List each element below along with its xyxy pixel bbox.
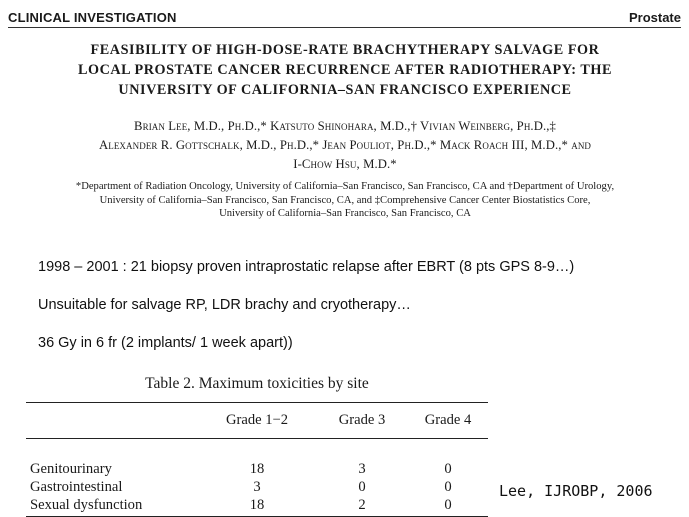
header-cell: Grade 4: [424, 412, 472, 428]
affiliations: *Department of Radiation Oncology, Unive…: [22, 180, 668, 221]
author-line: Alexander R. Gottschalk, M.D., Ph.D.,* J…: [98, 138, 592, 152]
title-line: UNIVERSITY OF CALIFORNIA–SAN FRANCISCO E…: [118, 82, 572, 98]
table-cell: 0: [444, 461, 452, 477]
table-cell: 0: [358, 479, 366, 495]
table-cell: 3: [358, 461, 366, 477]
row-label: Sexual dysfunction: [30, 497, 143, 513]
table-caption: Table 2. Maximum toxicities by site: [145, 375, 369, 392]
table-header-row: Grade 1−2 Grade 3 Grade 4: [26, 403, 488, 438]
header-rule: [8, 27, 681, 28]
affiliation-line: University of California–San Francisco, …: [99, 194, 591, 206]
table-row: Genitourinary 18 3 0: [26, 460, 488, 478]
table-cell: 3: [253, 479, 261, 495]
table-cell: 18: [249, 497, 265, 513]
table-cell: 18: [249, 461, 265, 477]
toxicity-table: Table 2. Maximum toxicities by site Grad…: [26, 375, 488, 517]
table-cell: 0: [444, 479, 452, 495]
table-row: Sexual dysfunction 18 2 0: [26, 496, 488, 514]
title-line: FEASIBILITY OF HIGH-DOSE-RATE BRACHYTHER…: [90, 42, 600, 58]
header-cell: Grade 1−2: [225, 412, 289, 428]
author-list: Brian Lee, M.D., Ph.D.,* Katsuto Shinoha…: [20, 117, 670, 174]
dose-note: 36 Gy in 6 fr (2 implants/ 1 week apart)…: [38, 335, 293, 351]
header-cell: [26, 411, 198, 429]
affiliation-line: University of California–San Francisco, …: [219, 208, 471, 220]
header-cell: Grade 3: [338, 412, 386, 428]
author-line: I-Chow Hsu, M.D.*: [293, 157, 397, 171]
eligibility-note: Unsuitable for salvage RP, LDR brachy an…: [38, 297, 411, 313]
table-header-rule: [26, 438, 488, 439]
paper-title: FEASIBILITY OF HIGH-DOSE-RATE BRACHYTHER…: [20, 40, 670, 100]
row-label: Gastrointestinal: [30, 479, 123, 495]
row-label: Genitourinary: [30, 461, 112, 477]
title-line: LOCAL PROSTATE CANCER RECURRENCE AFTER R…: [77, 62, 612, 78]
table-body: Genitourinary 18 3 0 Gastrointestinal 3 …: [26, 439, 488, 516]
table-top-rule: [26, 402, 488, 403]
affiliation-line: *Department of Radiation Oncology, Unive…: [75, 181, 615, 192]
table-cell: 2: [358, 497, 366, 513]
topic-label: Prostate: [628, 10, 681, 25]
table-row: Gastrointestinal 3 0 0: [26, 478, 488, 496]
study-period-note: 1998 – 2001 : 21 biopsy proven intrapros…: [38, 259, 575, 275]
author-line: Brian Lee, M.D., Ph.D.,* Katsuto Shinoha…: [134, 119, 556, 133]
table-cell: 0: [444, 497, 452, 513]
citation: Lee, IJROBP, 2006: [499, 482, 653, 500]
section-label: CLINICAL INVESTIGATION: [8, 10, 177, 25]
journal-header: CLINICAL INVESTIGATION Prostate: [8, 6, 681, 28]
